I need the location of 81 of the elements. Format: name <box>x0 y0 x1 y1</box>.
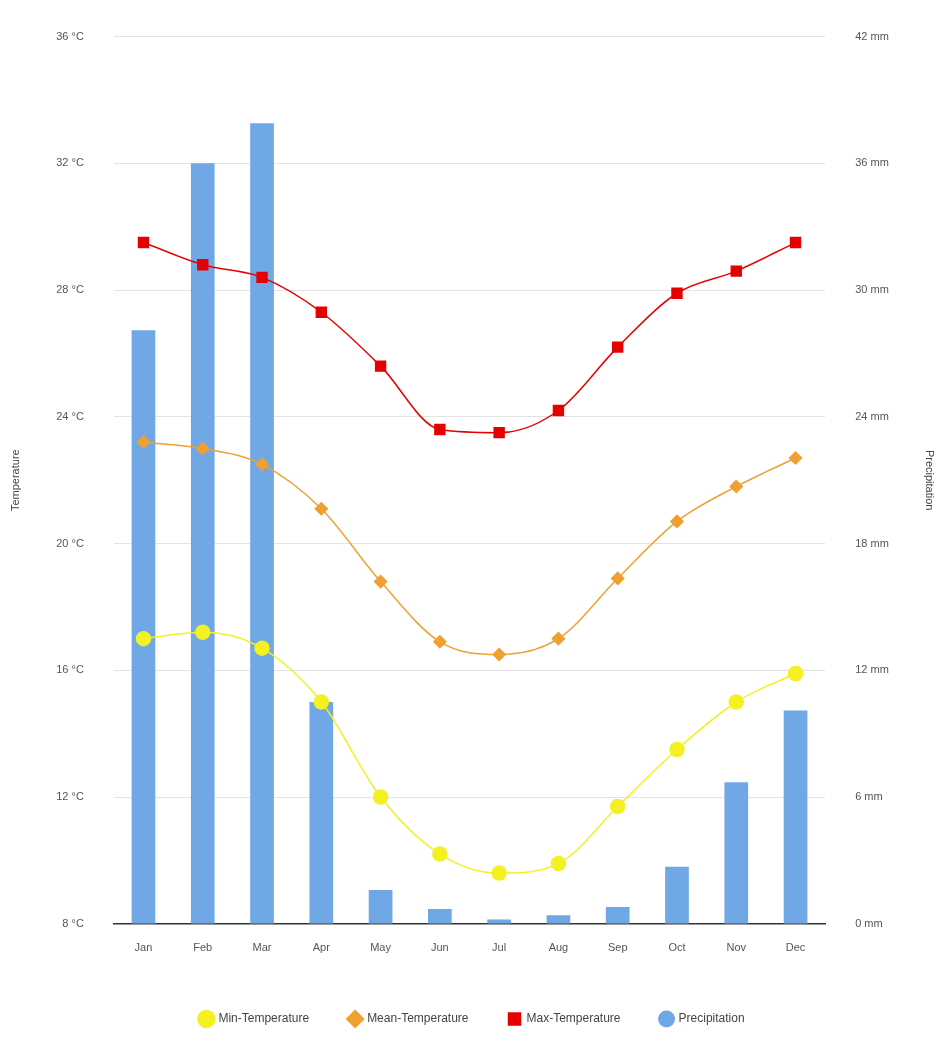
point <box>195 624 211 641</box>
x-tick-label: Aug <box>548 941 569 954</box>
legend-label: Min-Temperature <box>218 1011 310 1026</box>
bar <box>724 782 749 924</box>
bar <box>309 702 334 924</box>
bar <box>368 890 393 924</box>
point <box>314 501 329 516</box>
point <box>671 287 683 299</box>
x-tick-label: Apr <box>312 941 331 954</box>
point <box>550 855 567 872</box>
point <box>372 789 389 805</box>
bar <box>190 163 215 924</box>
y2-tick-label: 18 mm <box>855 536 889 549</box>
point <box>313 694 330 710</box>
point <box>552 404 565 417</box>
point <box>196 441 210 456</box>
point <box>670 514 684 529</box>
y2-tick-label: 30 mm <box>855 283 889 296</box>
point <box>433 635 447 649</box>
point <box>255 457 269 472</box>
x-tick-label: Nov <box>726 941 747 954</box>
point <box>197 259 209 271</box>
y2-tick-label: 12 mm <box>855 663 889 676</box>
y-tick-label: 28 °C <box>56 283 84 296</box>
bar <box>605 906 630 924</box>
point <box>728 694 745 710</box>
point <box>609 798 626 815</box>
y-tick-label: 12 °C <box>56 790 84 803</box>
y-tick-label: 32 °C <box>56 156 84 169</box>
x-tick-label: Jun <box>430 941 449 954</box>
y2-tick-label: 24 mm <box>855 409 889 422</box>
point <box>493 426 505 439</box>
x-tick-label: Feb <box>193 941 213 954</box>
y2-tick-label: 0 mm <box>855 916 883 929</box>
point <box>254 640 270 656</box>
point <box>492 647 506 662</box>
point <box>432 846 448 862</box>
y2-tick-label: 36 mm <box>855 156 889 169</box>
y-tick-label: 20 °C <box>56 536 84 549</box>
point <box>612 341 624 353</box>
y2-axis-title: Precipitation <box>924 449 937 511</box>
y-axis-title: Temperature <box>8 449 21 512</box>
y-tick-label: 24 °C <box>56 409 84 422</box>
point <box>788 451 803 465</box>
x-tick-label: Oct <box>668 941 686 954</box>
y2-tick-label: 42 mm <box>855 29 889 42</box>
x-tick-label: Jan <box>134 941 153 954</box>
legend-label: Mean-Temperature <box>367 1011 469 1026</box>
bar <box>428 909 452 924</box>
point <box>491 865 507 881</box>
bar <box>783 710 808 924</box>
y-tick-label: 36 °C <box>56 29 84 42</box>
point <box>669 741 685 758</box>
point <box>610 571 625 586</box>
point <box>787 665 804 682</box>
point <box>315 306 328 318</box>
x-tick-label: Dec <box>785 941 806 954</box>
x-tick-label: Sep <box>607 941 628 954</box>
point <box>789 236 802 249</box>
bar <box>250 123 274 924</box>
bar <box>665 866 689 924</box>
x-tick-label: Jul <box>492 941 507 954</box>
point <box>434 423 446 436</box>
legend-label: Precipitation <box>678 1011 745 1026</box>
y2-tick-label: 6 mm <box>855 790 883 803</box>
point <box>136 435 151 449</box>
x-tick-label: Mar <box>252 941 272 954</box>
point <box>256 271 268 284</box>
x-tick-label: May <box>370 941 392 954</box>
point <box>729 479 744 494</box>
point <box>135 630 152 647</box>
bar <box>131 330 156 924</box>
point <box>730 265 742 277</box>
point <box>373 574 388 589</box>
point <box>551 631 566 646</box>
point <box>137 236 150 249</box>
y-tick-label: 8 °C <box>62 916 84 929</box>
point <box>374 360 387 372</box>
y-tick-label: 16 °C <box>56 663 84 676</box>
legend-label: Max-Temperature <box>526 1011 621 1026</box>
bar <box>546 915 571 924</box>
